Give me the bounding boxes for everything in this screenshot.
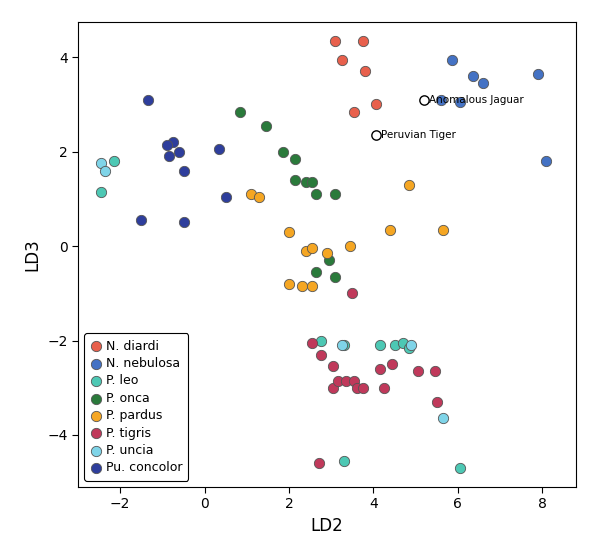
P. tigris xyxy=(432,398,442,406)
P. pardus xyxy=(386,225,395,234)
P. leo xyxy=(455,463,465,472)
N. diardi xyxy=(337,55,347,64)
P. tigris xyxy=(379,383,389,392)
Y-axis label: LD3: LD3 xyxy=(23,238,41,271)
P. uncia xyxy=(97,159,106,168)
P. pardus xyxy=(404,181,414,189)
P. onca xyxy=(311,267,321,276)
P. onca xyxy=(290,154,300,163)
P. tigris xyxy=(430,367,439,376)
Pu. concolor xyxy=(221,192,230,201)
P. uncia xyxy=(101,166,110,175)
P. onca xyxy=(236,107,245,116)
N. nebulosa xyxy=(468,72,478,80)
P. leo xyxy=(398,339,408,347)
Pu. concolor xyxy=(175,147,184,156)
P. pardus xyxy=(284,280,294,288)
P. leo xyxy=(404,343,414,352)
P. onca xyxy=(331,190,340,199)
P. onca xyxy=(301,178,311,187)
P. onca xyxy=(325,256,334,265)
P. onca xyxy=(331,272,340,281)
N. diardi xyxy=(360,67,370,76)
N. diardi xyxy=(358,37,368,45)
P. uncia xyxy=(438,414,448,423)
N. nebulosa xyxy=(455,98,465,107)
N. nebulosa xyxy=(542,157,551,166)
Text: Anomalous Jaguar: Anomalous Jaguar xyxy=(429,95,524,105)
Pu. concolor xyxy=(143,95,152,104)
P. uncia xyxy=(337,341,347,350)
P. leo xyxy=(390,341,400,350)
P. onca xyxy=(311,190,321,199)
P. uncia xyxy=(407,341,416,350)
Pu. concolor xyxy=(179,218,188,227)
N. diardi xyxy=(350,107,359,116)
P. onca xyxy=(261,121,271,130)
P. tigris xyxy=(358,383,368,392)
Point xyxy=(371,131,380,139)
Pu. concolor xyxy=(164,152,173,161)
X-axis label: LD2: LD2 xyxy=(311,517,343,535)
P. pardus xyxy=(322,249,332,258)
P. tigris xyxy=(388,360,397,369)
N. nebulosa xyxy=(533,69,543,78)
Pu. concolor xyxy=(162,140,172,149)
P. tigris xyxy=(347,289,357,298)
P. pardus xyxy=(307,244,317,253)
P. leo xyxy=(316,336,325,345)
P. pardus xyxy=(438,225,448,234)
P. pardus xyxy=(301,247,311,255)
N. nebulosa xyxy=(446,55,457,64)
P. pardus xyxy=(346,242,355,251)
Pu. concolor xyxy=(168,138,178,147)
P. onca xyxy=(307,178,317,187)
Legend: N. diardi, N. nebulosa, P. leo, P. onca, P. pardus, P. tigris, P. uncia, Pu. con: N. diardi, N. nebulosa, P. leo, P. onca,… xyxy=(84,334,188,481)
P. leo xyxy=(339,341,349,350)
P. tigris xyxy=(375,364,385,373)
P. pardus xyxy=(307,282,317,290)
P. tigris xyxy=(329,362,338,371)
P. tigris xyxy=(333,376,343,385)
P. pardus xyxy=(254,192,264,201)
Pu. concolor xyxy=(215,145,224,154)
P. pardus xyxy=(284,228,294,236)
Pu. concolor xyxy=(179,166,188,175)
P. tigris xyxy=(341,376,351,385)
P. leo xyxy=(375,341,385,350)
P. pardus xyxy=(246,190,256,199)
P. leo xyxy=(97,188,106,196)
N. diardi xyxy=(371,100,380,109)
Point xyxy=(419,95,429,104)
Text: Peruvian Tiger: Peruvian Tiger xyxy=(380,130,455,140)
Pu. concolor xyxy=(137,216,146,224)
N. nebulosa xyxy=(436,95,446,104)
P. pardus xyxy=(297,282,307,290)
P. onca xyxy=(290,176,300,184)
P. tigris xyxy=(307,339,317,347)
P. tigris xyxy=(413,367,422,376)
P. leo xyxy=(339,457,349,465)
P. tigris xyxy=(314,459,323,468)
N. nebulosa xyxy=(478,79,488,88)
N. diardi xyxy=(331,37,340,45)
P. tigris xyxy=(352,383,361,392)
P. tigris xyxy=(316,350,325,359)
P. onca xyxy=(278,147,287,156)
P. leo xyxy=(109,157,119,166)
P. tigris xyxy=(350,376,359,385)
P. tigris xyxy=(329,383,338,392)
